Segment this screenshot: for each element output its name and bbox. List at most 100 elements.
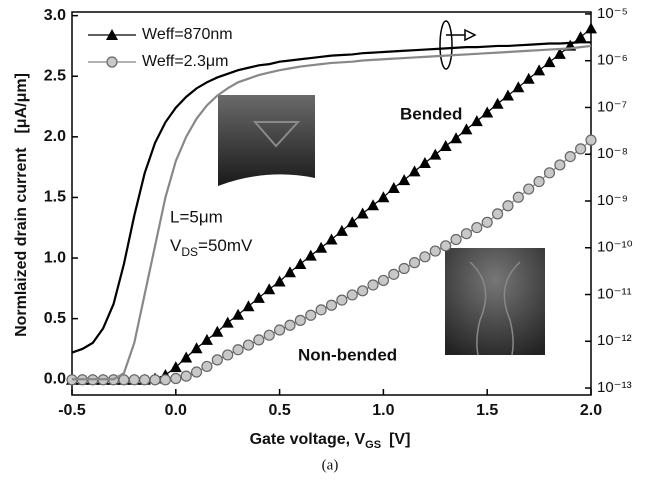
plot-frame	[71, 11, 592, 396]
series-line	[72, 44, 592, 381]
marker	[232, 344, 244, 356]
x-label-part: GS	[365, 439, 381, 451]
marker	[387, 181, 400, 193]
x-tick-label: 1.0	[372, 402, 394, 419]
marker	[554, 159, 566, 171]
marker	[553, 47, 566, 59]
marker	[522, 72, 535, 84]
marker	[502, 200, 514, 212]
marker	[418, 156, 431, 168]
y-label-part: [μA/μm]	[13, 73, 30, 133]
marker	[336, 294, 348, 306]
marker	[232, 308, 245, 320]
marker	[128, 374, 140, 386]
x-tick-label: 2.0	[580, 402, 602, 419]
marker	[211, 354, 223, 366]
marker	[294, 257, 307, 269]
marker	[274, 324, 286, 336]
y-tick-label: 2.5	[44, 67, 66, 84]
marker	[325, 299, 338, 311]
marker	[335, 224, 348, 236]
marker	[283, 266, 296, 278]
marker	[439, 139, 452, 151]
marker	[460, 123, 473, 135]
marker	[429, 245, 441, 257]
y-tick-label: 0.5	[44, 310, 66, 327]
marker	[180, 351, 193, 363]
marker	[543, 167, 556, 179]
marker	[460, 228, 473, 240]
y2-tick-label: 10⁻⁸	[597, 145, 628, 162]
y-label-part: Normlaized drain current	[13, 147, 30, 337]
marker	[377, 191, 390, 203]
y-tick-label: 3.0	[44, 7, 66, 24]
marker	[211, 325, 224, 337]
legend-marker	[106, 29, 118, 40]
x-label-part: [V]	[389, 431, 410, 448]
marker	[367, 279, 379, 291]
marker	[377, 274, 389, 287]
marker	[440, 240, 452, 252]
marker	[221, 316, 234, 328]
y-tick-label: 2.0	[44, 128, 66, 145]
marker	[564, 150, 576, 163]
y2-tick-label: 10⁻¹²	[597, 332, 632, 349]
marker	[575, 143, 587, 155]
marker	[159, 374, 172, 386]
annotation: VDS=50mV	[170, 236, 253, 259]
y-tick-label: 1.0	[44, 249, 66, 266]
x-tick-label: -0.5	[58, 402, 86, 419]
inset-non-bended	[445, 248, 545, 356]
marker	[325, 233, 338, 245]
marker	[491, 208, 504, 220]
marker	[533, 175, 545, 188]
annotation-part: V	[170, 236, 182, 255]
marker	[367, 199, 380, 211]
marker	[585, 134, 597, 146]
annotation-part: =50mV	[198, 236, 253, 255]
marker	[263, 329, 275, 341]
marker	[315, 304, 327, 316]
marker	[408, 257, 421, 269]
y2-tick-label: 10⁻¹³	[597, 379, 632, 396]
marker	[523, 183, 535, 195]
marker	[273, 275, 286, 287]
marker	[190, 342, 203, 354]
y2-tick-label: 10⁻¹¹	[597, 285, 632, 302]
legend-label: Weff=2.3μm	[142, 53, 228, 70]
marker	[346, 216, 359, 228]
marker	[471, 221, 483, 234]
marker	[305, 309, 317, 321]
marker	[450, 233, 462, 246]
marker	[294, 314, 306, 326]
marker	[252, 291, 265, 303]
marker	[450, 132, 463, 144]
marker	[149, 374, 161, 386]
marker	[491, 97, 504, 109]
axis-pointer	[439, 20, 477, 70]
y-tick-label: 1.5	[44, 189, 66, 206]
marker	[190, 366, 203, 378]
marker	[304, 249, 317, 261]
marker	[501, 89, 514, 101]
marker	[481, 106, 494, 118]
annotation: L=5μm	[170, 207, 223, 226]
annotation: Non-bended	[298, 345, 397, 364]
marker	[388, 268, 400, 280]
marker	[263, 283, 276, 295]
marker	[481, 216, 493, 228]
marker	[398, 262, 410, 275]
marker	[470, 115, 483, 127]
y-tick-label: 0.0	[44, 370, 66, 387]
marker	[139, 374, 151, 386]
caption: (a)	[322, 457, 339, 473]
marker	[533, 64, 546, 76]
x-tick-label: 0.0	[165, 402, 187, 419]
x-label-part: Gate voltage, V	[250, 431, 366, 448]
inset-bended	[218, 95, 315, 186]
annotation-part: DS	[181, 245, 198, 259]
marker	[408, 165, 421, 177]
marker	[398, 174, 411, 186]
marker	[242, 300, 255, 312]
